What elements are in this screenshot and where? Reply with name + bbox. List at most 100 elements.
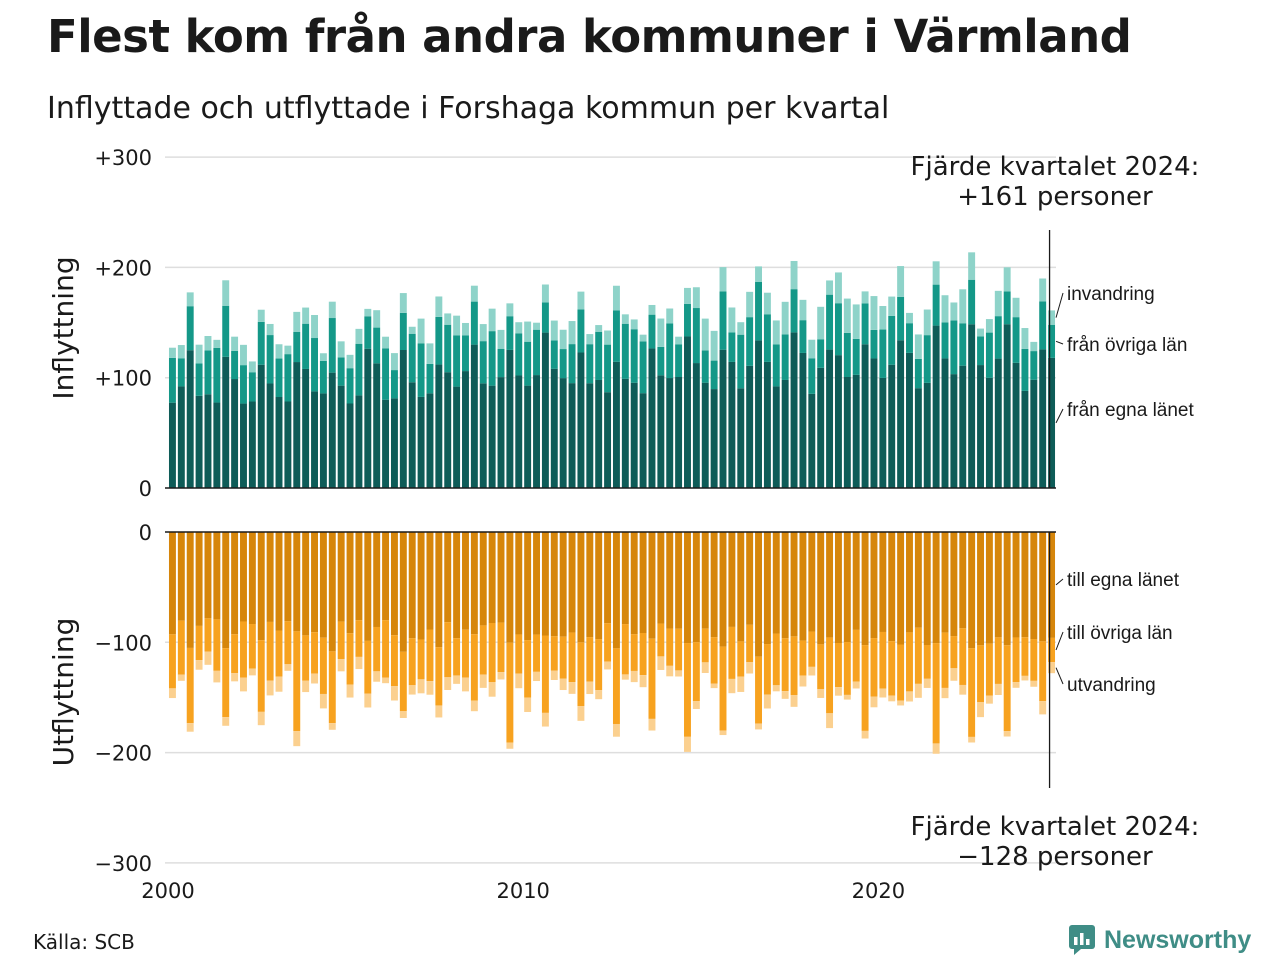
bar-outflow-2020-q2-s1 bbox=[888, 641, 896, 696]
bar-outflow-2000-q1-s0 bbox=[168, 532, 176, 635]
bar-inflow-2004-q4-s2 bbox=[337, 341, 345, 358]
bar-inflow-2007-q2-s1 bbox=[426, 363, 434, 394]
bar-inflow-2021-q1-s1 bbox=[914, 358, 922, 389]
bar-outflow-2020-q2-s0 bbox=[888, 532, 896, 642]
bar-outflow-2017-q1-s1 bbox=[772, 633, 780, 686]
bar-outflow-2005-q4-s1 bbox=[373, 626, 381, 672]
bar-outflow-2024-q4-s2 bbox=[1048, 662, 1056, 674]
bar-inflow-2013-q4-s0 bbox=[657, 375, 665, 488]
bar-outflow-2019-q2-s0 bbox=[852, 532, 860, 630]
bar-inflow-2002-q1-s2 bbox=[240, 344, 247, 366]
chart-title: Flest kom från andra kommuner i Värmland bbox=[47, 10, 1132, 63]
bar-outflow-2001-q3-s0 bbox=[222, 532, 230, 649]
bar-outflow-2022-q3-s2 bbox=[968, 736, 976, 743]
latest-note-top-line-0: Fjärde kvartalet 2024: bbox=[911, 152, 1200, 182]
bar-outflow-2015-q1-s1 bbox=[701, 628, 709, 663]
bar-outflow-2024-q4-s0 bbox=[1048, 532, 1056, 638]
bar-outflow-2010-q3-s0 bbox=[541, 532, 549, 636]
bar-outflow-2020-q1-s0 bbox=[879, 532, 887, 632]
bar-inflow-2022-q3-s1 bbox=[968, 279, 976, 325]
bar-inflow-2013-q3-s1 bbox=[648, 314, 656, 349]
bar-inflow-2002-q2-s1 bbox=[248, 372, 256, 402]
bar-inflow-2024-q4-s0 bbox=[1048, 357, 1056, 488]
bar-inflow-2012-q4-s2 bbox=[621, 314, 629, 324]
bar-outflow-2019-q3-s2 bbox=[861, 730, 869, 739]
bar-inflow-2003-q4-s1 bbox=[302, 323, 310, 369]
bar-outflow-2016-q2-s1 bbox=[746, 624, 754, 663]
bar-outflow-2024-q1-s2 bbox=[1021, 675, 1029, 681]
bar-inflow-2014-q4-s0 bbox=[692, 363, 700, 488]
bar-outflow-2005-q3-s2 bbox=[364, 693, 372, 708]
bar-inflow-2023-q4-s0 bbox=[1012, 362, 1020, 488]
bar-inflow-2000-q1-s1 bbox=[168, 357, 176, 403]
bar-outflow-2023-q3-s2 bbox=[1003, 731, 1011, 737]
bar-inflow-2023-q3-s2 bbox=[1003, 267, 1011, 292]
bar-inflow-2000-q4-s1 bbox=[195, 363, 203, 396]
bar-inflow-2024-q1-s1 bbox=[1021, 348, 1029, 391]
bar-inflow-2023-q1-s2 bbox=[985, 319, 993, 333]
bar-inflow-2004-q3-s1 bbox=[328, 318, 336, 373]
bar-inflow-2021-q3-s2 bbox=[932, 261, 940, 285]
axis-layer: 0 +100 +200 +300 0 −100 −200 −300 2000 2010 2020 In… bbox=[47, 146, 1056, 903]
bar-inflow-2022-q2-s1 bbox=[959, 323, 967, 366]
bar-inflow-2002-q3-s1 bbox=[257, 321, 265, 365]
bar-inflow-2011-q2-s1 bbox=[568, 344, 576, 384]
bar-inflow-2017-q2-s1 bbox=[781, 334, 789, 380]
bar-inflow-2017-q1-s1 bbox=[772, 344, 780, 387]
bar-outflow-2012-q4-s0 bbox=[621, 532, 629, 625]
bar-outflow-2007-q4-s0 bbox=[444, 532, 452, 623]
bar-outflow-2001-q4-s2 bbox=[231, 673, 239, 682]
bar-inflow-2011-q1-s1 bbox=[559, 349, 567, 379]
bar-inflow-2016-q4-s0 bbox=[763, 361, 771, 488]
bar-inflow-2005-q4-s1 bbox=[373, 327, 381, 364]
bar-outflow-2018-q3-s2 bbox=[826, 713, 834, 729]
bar-inflow-2000-q3-s1 bbox=[186, 306, 194, 351]
bar-inflow-2001-q1-s1 bbox=[204, 350, 212, 395]
bar-outflow-2019-q1-s1 bbox=[843, 642, 851, 695]
bar-inflow-2005-q3-s1 bbox=[364, 316, 372, 349]
grid-layer bbox=[165, 156, 1056, 864]
bar-inflow-2008-q2-s1 bbox=[462, 335, 469, 372]
bar-outflow-2008-q2-s1 bbox=[462, 629, 469, 678]
bar-outflow-2024-q2-s2 bbox=[1030, 680, 1038, 687]
bar-outflow-2009-q1-s1 bbox=[488, 622, 496, 683]
bar-inflow-2009-q2-s2 bbox=[497, 329, 505, 349]
bar-outflow-2011-q2-s0 bbox=[568, 532, 576, 633]
bar-inflow-2015-q2-s1 bbox=[710, 360, 718, 390]
bar-outflow-2015-q3-s1 bbox=[719, 646, 727, 731]
bar-outflow-2023-q4-s1 bbox=[1012, 637, 1020, 683]
bar-inflow-2006-q2-s1 bbox=[390, 370, 398, 399]
bar-inflow-2008-q1-s1 bbox=[453, 335, 461, 387]
bar-inflow-2017-q3-s1 bbox=[790, 289, 798, 333]
bar-outflow-2002-q2-s1 bbox=[248, 624, 256, 669]
bar-outflow-2003-q2-s0 bbox=[284, 532, 292, 622]
bar-inflow-2002-q3-s2 bbox=[257, 309, 265, 322]
bar-outflow-2000-q2-s2 bbox=[177, 674, 185, 681]
bar-inflow-2005-q3-s0 bbox=[364, 348, 372, 488]
bar-outflow-2002-q1-s2 bbox=[240, 677, 247, 692]
bar-outflow-2001-q2-s2 bbox=[213, 670, 221, 683]
bar-inflow-2014-q1-s2 bbox=[666, 308, 674, 324]
bar-outflow-2007-q3-s2 bbox=[435, 705, 443, 718]
bar-outflow-2001-q4-s0 bbox=[231, 532, 239, 635]
bar-inflow-2007-q2-s2 bbox=[426, 343, 434, 364]
bar-outflow-2022-q1-s0 bbox=[950, 532, 958, 637]
bar-inflow-2018-q2-s0 bbox=[817, 367, 825, 488]
bar-outflow-2006-q4-s2 bbox=[408, 685, 416, 695]
bar-outflow-2022-q3-s1 bbox=[968, 648, 976, 737]
bar-inflow-2003-q3-s2 bbox=[293, 311, 301, 332]
bar-inflow-2019-q1-s2 bbox=[843, 298, 851, 333]
bar-outflow-2015-q2-s0 bbox=[710, 532, 718, 638]
bar-inflow-2001-q2-s0 bbox=[213, 402, 221, 488]
bar-outflow-2015-q4-s2 bbox=[728, 678, 736, 694]
bar-outflow-2013-q1-s2 bbox=[630, 670, 638, 683]
bar-outflow-2000-q2-s1 bbox=[177, 620, 185, 675]
bar-outflow-2004-q2-s0 bbox=[319, 532, 327, 638]
bar-inflow-2018-q2-s2 bbox=[817, 306, 825, 340]
bar-inflow-2003-q1-s0 bbox=[275, 397, 283, 488]
bar-outflow-2004-q1-s2 bbox=[311, 673, 318, 684]
bar-outflow-2000-q4-s0 bbox=[195, 532, 203, 626]
bar-outflow-2021-q3-s0 bbox=[932, 532, 940, 644]
bar-inflow-2011-q2-s0 bbox=[568, 383, 576, 488]
bar-inflow-2000-q1-s2 bbox=[168, 347, 176, 358]
